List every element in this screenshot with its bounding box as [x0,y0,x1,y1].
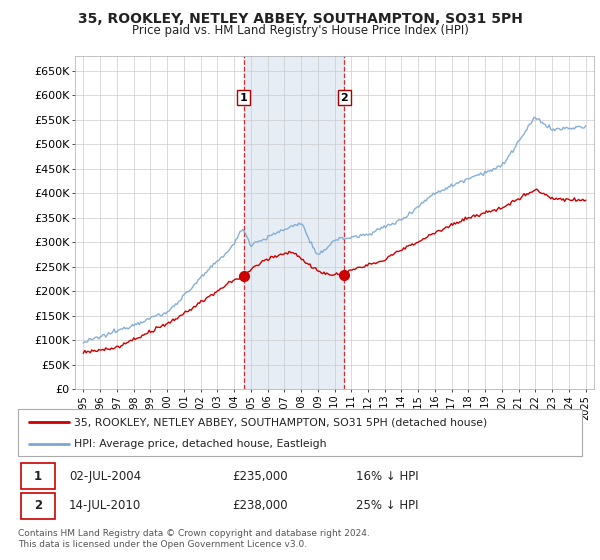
Text: Price paid vs. HM Land Registry's House Price Index (HPI): Price paid vs. HM Land Registry's House … [131,24,469,37]
Text: 1: 1 [240,92,248,102]
Text: 2: 2 [340,92,348,102]
Text: 02-JUL-2004: 02-JUL-2004 [69,470,141,483]
Text: 35, ROOKLEY, NETLEY ABBEY, SOUTHAMPTON, SO31 5PH: 35, ROOKLEY, NETLEY ABBEY, SOUTHAMPTON, … [77,12,523,26]
Bar [244,56,344,389]
Text: 16% ↓ HPI: 16% ↓ HPI [356,470,419,483]
Text: £235,000: £235,000 [232,470,288,483]
Text: 14-JUL-2010: 14-JUL-2010 [69,500,141,512]
FancyBboxPatch shape [18,409,582,456]
Text: Contains HM Land Registry data © Crown copyright and database right 2024.
This d: Contains HM Land Registry data © Crown c… [18,529,370,549]
Text: 2: 2 [34,500,42,512]
FancyBboxPatch shape [21,464,55,489]
Text: 35, ROOKLEY, NETLEY ABBEY, SOUTHAMPTON, SO31 5PH (detached house): 35, ROOKLEY, NETLEY ABBEY, SOUTHAMPTON, … [74,417,488,427]
FancyBboxPatch shape [21,493,55,519]
Text: £238,000: £238,000 [232,500,288,512]
Text: 25% ↓ HPI: 25% ↓ HPI [356,500,419,512]
Text: HPI: Average price, detached house, Eastleigh: HPI: Average price, detached house, East… [74,439,327,449]
Text: 1: 1 [34,470,42,483]
